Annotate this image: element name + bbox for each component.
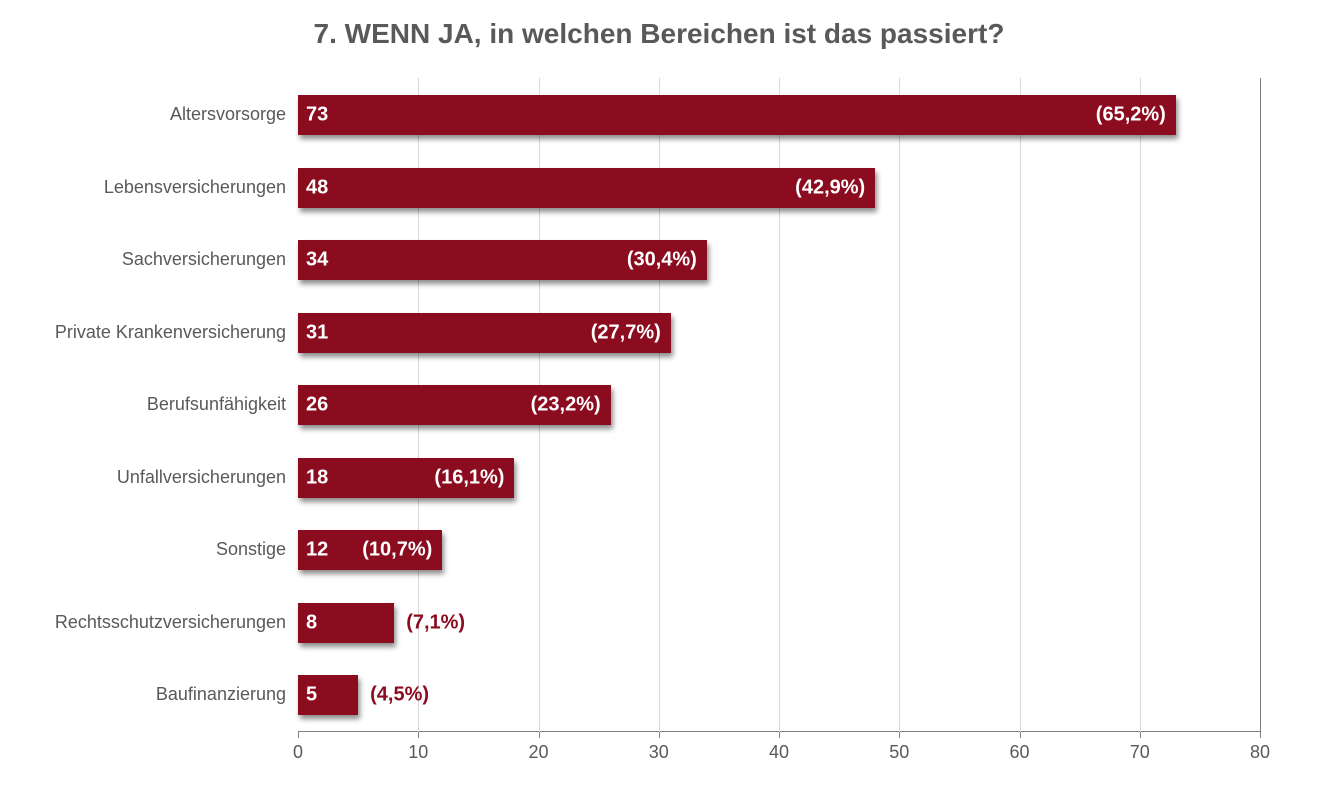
bar-percent-label: (16,1%): [434, 466, 504, 489]
bar-value-label: 34: [306, 249, 328, 272]
bar-value-label: 12: [306, 539, 328, 562]
x-axis-label: 80: [1250, 742, 1270, 763]
grid-line: [1140, 78, 1141, 732]
x-axis-tick: [539, 732, 540, 738]
chart-title: 7. WENN JA, in welchen Bereichen ist das…: [0, 18, 1318, 50]
x-axis-label: 10: [408, 742, 428, 763]
bar-percent-label: (65,2%): [1096, 104, 1166, 127]
x-axis-tick: [779, 732, 780, 738]
bar-value-label: 8: [306, 611, 317, 634]
y-axis-label: Berufsunfähigkeit: [147, 394, 286, 415]
x-axis-label: 30: [649, 742, 669, 763]
grid-line: [1020, 78, 1021, 732]
y-axis-label: Baufinanzierung: [156, 684, 286, 705]
bar-value-label: 18: [306, 466, 328, 489]
x-axis-label: 40: [769, 742, 789, 763]
x-axis-tick: [1260, 732, 1261, 738]
x-axis-tick: [418, 732, 419, 738]
x-axis-tick: [659, 732, 660, 738]
bar: 34 (30,4%): [298, 240, 707, 280]
bar-value-label: 48: [306, 176, 328, 199]
bar: 18 (16,1%): [298, 458, 514, 498]
y-axis-label: Lebensversicherungen: [104, 177, 286, 198]
bar: 5: [298, 675, 358, 715]
x-axis-label: 50: [889, 742, 909, 763]
y-axis-label: Sonstige: [216, 539, 286, 560]
bar: 73 (65,2%): [298, 95, 1176, 135]
x-axis-label: 20: [528, 742, 548, 763]
bar-percent-label: (4,5%): [370, 684, 429, 707]
bar-percent-label: (7,1%): [406, 611, 465, 634]
x-axis-label: 60: [1009, 742, 1029, 763]
bar: 31 (27,7%): [298, 313, 671, 353]
x-axis-label: 70: [1130, 742, 1150, 763]
bar-value-label: 5: [306, 684, 317, 707]
bar: 12 (10,7%): [298, 530, 442, 570]
x-axis-tick: [298, 732, 299, 738]
grid-line: [899, 78, 900, 732]
bar: 48 (42,9%): [298, 168, 875, 208]
y-axis-label: Unfallversicherungen: [117, 467, 286, 488]
y-axis-label: Private Krankenversicherung: [55, 322, 286, 343]
bar-percent-label: (27,7%): [591, 321, 661, 344]
bar-percent-label: (42,9%): [795, 176, 865, 199]
bar-percent-label: (10,7%): [362, 539, 432, 562]
x-axis-label: 0: [293, 742, 303, 763]
bar-value-label: 73: [306, 104, 328, 127]
axis-right: [1260, 78, 1261, 732]
bar-value-label: 31: [306, 321, 328, 344]
bar: 26 (23,2%): [298, 385, 611, 425]
bar-percent-label: (30,4%): [627, 249, 697, 272]
y-axis-label: Altersvorsorge: [170, 104, 286, 125]
x-axis-tick: [1020, 732, 1021, 738]
x-axis-tick: [1140, 732, 1141, 738]
x-axis-tick: [899, 732, 900, 738]
y-axis-label: Rechtsschutzversicherungen: [55, 612, 286, 633]
bar-percent-label: (23,2%): [531, 394, 601, 417]
y-axis-label: Sachversicherungen: [122, 249, 286, 270]
chart-container: 7. WENN JA, in welchen Bereichen ist das…: [0, 0, 1318, 791]
bar-value-label: 26: [306, 394, 328, 417]
bar: 8: [298, 603, 394, 643]
